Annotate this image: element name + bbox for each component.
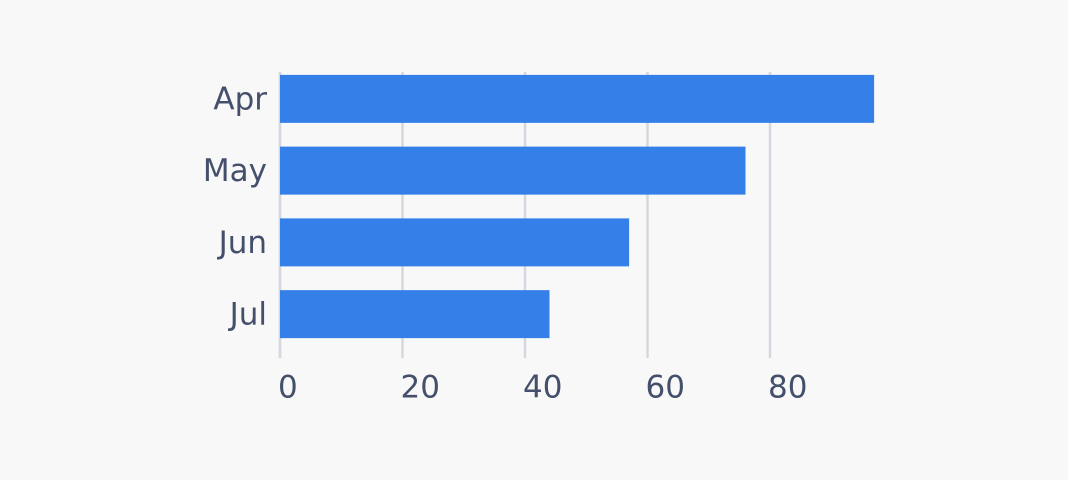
x-tick-label: 40	[523, 370, 562, 406]
y-tick-label: Apr	[213, 81, 267, 117]
x-tick-label: 0	[278, 370, 298, 406]
bar	[280, 218, 630, 267]
bar	[280, 74, 875, 123]
x-tick-label: 20	[401, 370, 440, 406]
y-tick-label: Jul	[228, 297, 267, 333]
y-tick-label: May	[203, 153, 267, 189]
x-tick-label: 60	[646, 370, 685, 406]
bar	[280, 146, 746, 195]
x-tick-label: 80	[768, 370, 807, 406]
y-tick-label: Jun	[217, 225, 267, 261]
bar	[280, 290, 550, 339]
